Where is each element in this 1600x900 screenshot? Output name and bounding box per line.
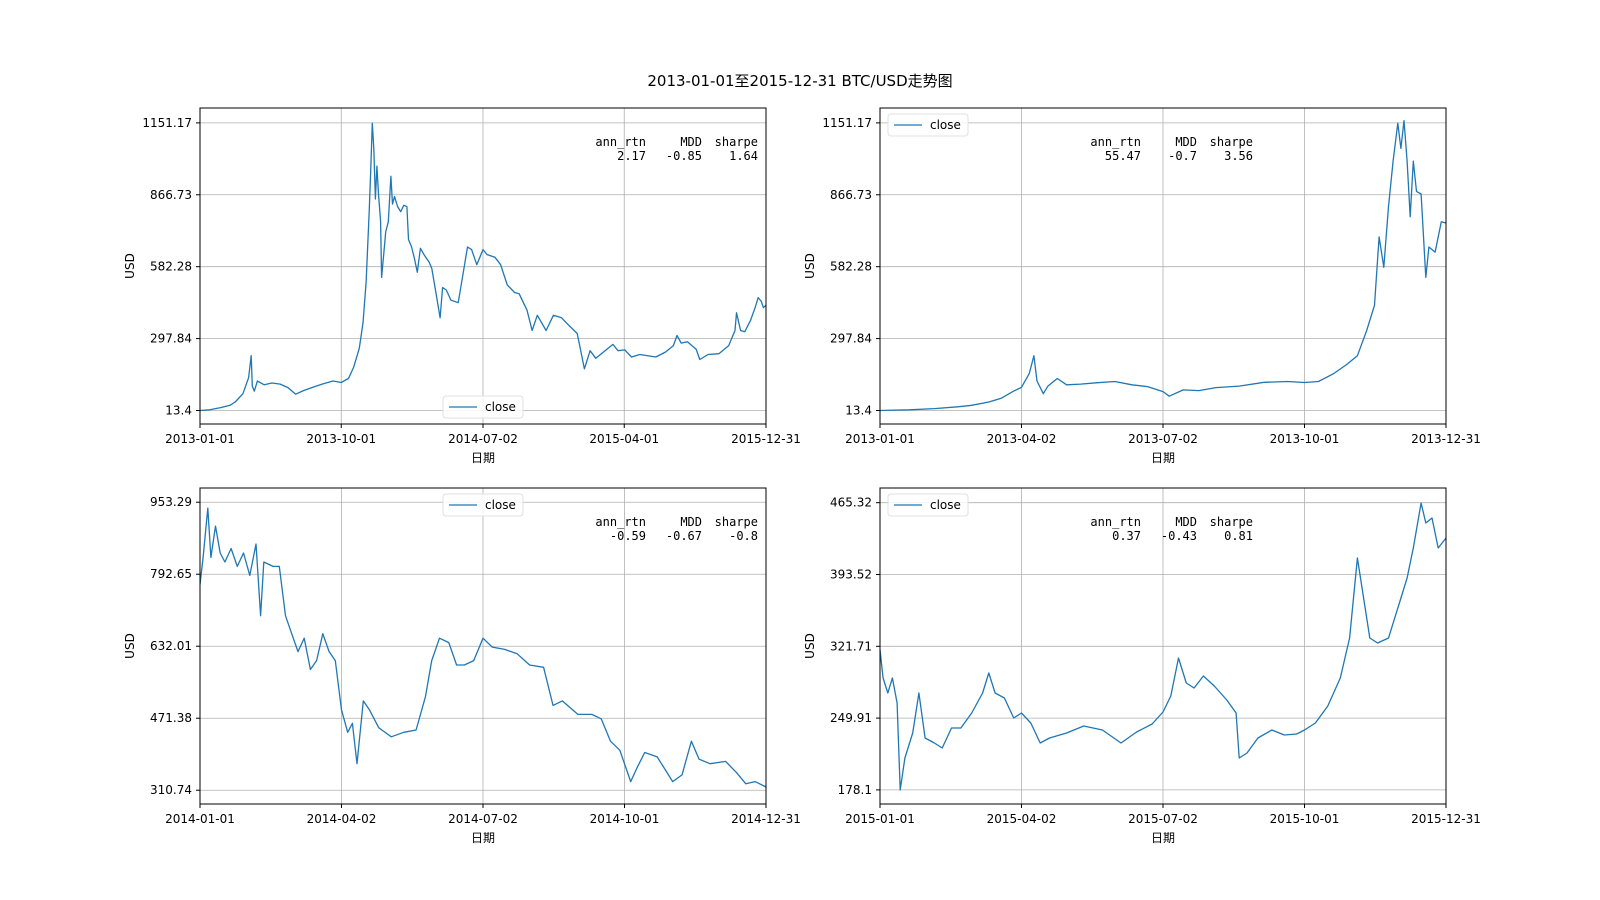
legend-label: close: [485, 400, 516, 414]
stats-value: -0.7: [1168, 149, 1197, 163]
legend-box: [442, 395, 524, 419]
x-tick-label: 2013-12-31: [1411, 432, 1481, 446]
stats-header: MDD: [1175, 515, 1197, 529]
stats-header: sharpe: [715, 135, 758, 149]
x-tick-label: 2015-12-31: [731, 432, 801, 446]
x-tick-label: 2015-12-31: [1411, 812, 1481, 826]
chart-panel-3: 2014-01-01 2014-04-02 2014-07-02 2014-10-01…: [123, 487, 801, 845]
x-tick-label: 2015-04-01: [589, 432, 659, 446]
y-tick-label: 321.71: [830, 639, 872, 653]
legend: close: [887, 113, 969, 137]
legend-label: close: [485, 498, 516, 512]
chart-panel-4: 2015-01-01 2015-04-02 2015-07-02 2015-10-01…: [803, 487, 1481, 845]
y-tick-label: 310.74: [150, 783, 192, 797]
chart-panel-1: 2013-01-01 2013-10-01 2014-07-02 2015-04-01…: [123, 107, 801, 465]
y-axis-label: USD: [123, 253, 137, 279]
x-tick-label: 2015-07-02: [1128, 812, 1198, 826]
x-tick-label: 2013-10-01: [1270, 432, 1340, 446]
x-tick-label: 2013-07-02: [1128, 432, 1198, 446]
y-tick-label: 582.28: [830, 260, 872, 274]
legend-box: [887, 113, 969, 137]
x-tick-label: 2013-04-02: [987, 432, 1057, 446]
stats-value: -0.59: [610, 529, 646, 543]
legend: close: [887, 493, 969, 517]
stats-header: MDD: [680, 515, 702, 529]
stats-annotation: ann_rtn-0.59 MDD-0.67 sharpe-0.8: [595, 515, 758, 543]
stats-header: sharpe: [1210, 515, 1253, 529]
x-tick-label: 2014-04-02: [307, 812, 377, 826]
legend-box: [442, 493, 524, 517]
x-tick-label: 2014-10-01: [590, 812, 660, 826]
legend-box: [887, 493, 969, 517]
stats-value: -0.85: [666, 149, 702, 163]
y-tick-label: 953.29: [150, 495, 192, 509]
x-axis-label: 日期: [1151, 831, 1175, 845]
series-line-close: [199, 507, 767, 788]
x-tick-label: 2013-10-01: [306, 432, 376, 446]
stats-value: -0.8: [729, 529, 758, 543]
y-tick-label: 393.52: [830, 567, 872, 581]
y-tick-label: 866.73: [830, 188, 872, 202]
x-axis-label: 日期: [1151, 451, 1175, 465]
stats-value: -0.67: [666, 529, 702, 543]
x-tick-label: 2015-01-01: [845, 812, 915, 826]
stats-value: 0.81: [1224, 529, 1253, 543]
y-axis-label: USD: [123, 633, 137, 659]
y-tick-label: 249.91: [830, 711, 872, 725]
stats-header: sharpe: [715, 515, 758, 529]
stats-header: MDD: [680, 135, 702, 149]
series-line-close: [879, 502, 1447, 791]
y-tick-label: 13.4: [165, 404, 192, 418]
y-tick-label: 1151.17: [822, 116, 872, 130]
y-tick-label: 13.4: [845, 404, 872, 418]
legend: close: [442, 395, 524, 419]
y-tick-label: 178.1: [838, 783, 872, 797]
y-tick-label: 465.32: [830, 496, 872, 510]
stats-value: 1.64: [729, 149, 758, 163]
stats-header: ann_rtn: [595, 135, 646, 149]
legend: close: [442, 493, 524, 517]
stats-header: ann_rtn: [595, 515, 646, 529]
figure-title: 2013-01-01至2015-12-31 BTC/USD走势图: [647, 72, 952, 90]
y-tick-label: 471.38: [150, 711, 192, 725]
y-axis-label: USD: [803, 253, 817, 279]
stats-value: 55.47: [1105, 149, 1141, 163]
y-axis-label: USD: [803, 633, 817, 659]
y-tick-label: 792.65: [150, 567, 192, 581]
stats-header: ann_rtn: [1090, 515, 1141, 529]
x-axis-label: 日期: [471, 831, 495, 845]
chart-panel-2: 2013-01-01 2013-04-02 2013-07-02 2013-10-01…: [803, 107, 1481, 465]
y-tick-label: 582.28: [150, 260, 192, 274]
stats-value: 2.17: [617, 149, 646, 163]
x-axis-label: 日期: [471, 451, 495, 465]
stats-header: sharpe: [1210, 135, 1253, 149]
x-tick-label: 2014-07-02: [448, 812, 518, 826]
x-tick-label: 2014-07-02: [448, 432, 518, 446]
legend-label: close: [930, 118, 961, 132]
legend-label: close: [930, 498, 961, 512]
stats-value: -0.43: [1161, 529, 1197, 543]
stats-header: MDD: [1175, 135, 1197, 149]
series-line-close: [199, 122, 767, 412]
x-tick-label: 2015-10-01: [1270, 812, 1340, 826]
y-tick-label: 632.01: [150, 639, 192, 653]
stats-header: ann_rtn: [1090, 135, 1141, 149]
x-tick-label: 2014-12-31: [731, 812, 801, 826]
x-tick-label: 2015-04-02: [987, 812, 1057, 826]
x-tick-label: 2013-01-01: [165, 432, 235, 446]
y-tick-label: 297.84: [830, 332, 872, 346]
y-tick-label: 297.84: [150, 332, 192, 346]
y-tick-label: 1151.17: [142, 116, 192, 130]
stats-value: 0.37: [1112, 529, 1141, 543]
y-tick-label: 866.73: [150, 188, 192, 202]
x-tick-label: 2014-01-01: [165, 812, 235, 826]
series-line-close: [879, 119, 1447, 412]
stats-value: 3.56: [1224, 149, 1253, 163]
x-tick-label: 2013-01-01: [845, 432, 915, 446]
